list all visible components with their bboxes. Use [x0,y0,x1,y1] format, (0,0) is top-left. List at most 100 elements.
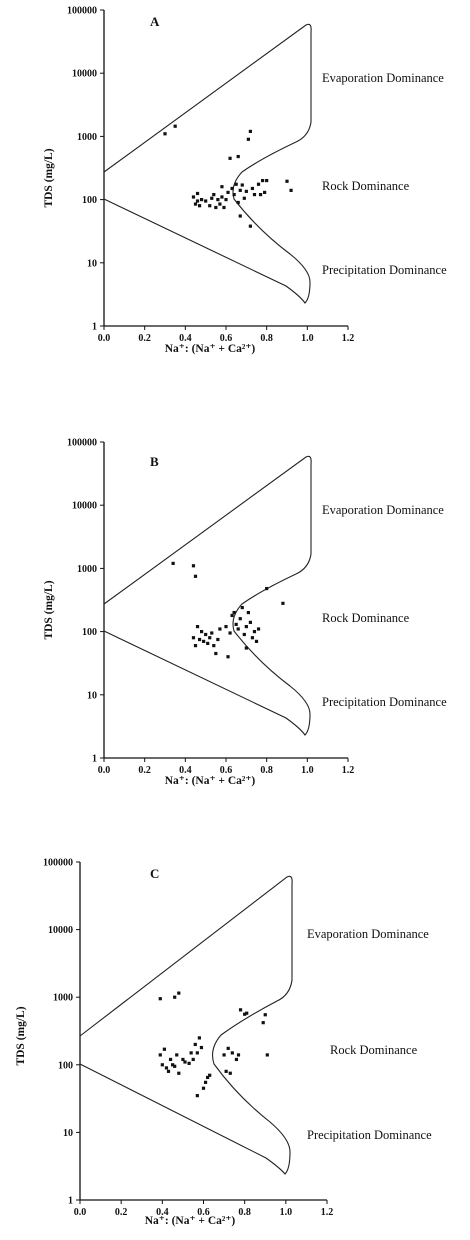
data-point [195,624,200,629]
region-label-rock: Rock Dominance [330,1043,418,1057]
data-point [210,196,214,200]
dominance-boundary [103,455,312,736]
region-label-rock: Rock Dominance [322,179,410,193]
data-point [166,1069,171,1073]
x-tick-label: 0.6 [220,765,233,776]
data-point [177,1071,181,1075]
data-point [171,1063,175,1067]
data-point [244,646,248,650]
x-tick-label: 0.2 [138,765,151,776]
data-point [177,991,181,995]
data-point [214,651,218,656]
x-tick-label: 0.2 [115,1207,128,1218]
data-point [210,631,214,635]
data-point [168,1057,173,1062]
x-tick-label: 0.8 [238,1207,251,1218]
panel-label: B [150,454,159,469]
x-tick-label: 1.0 [301,333,314,344]
data-point [234,622,238,626]
data-point [195,191,200,196]
panel-label: C [150,866,159,881]
data-point [158,1053,162,1057]
y-tick-label: 1000 [77,564,97,575]
region-label-precipitation: Precipitation Dominance [307,1128,432,1142]
data-point [206,1075,210,1080]
x-tick-label: 0.4 [179,765,192,776]
data-point [258,192,263,197]
x-tick-label: 0.8 [260,333,273,344]
data-point [197,1036,201,1040]
data-point [208,636,212,640]
y-tick-label: 10 [63,1128,73,1139]
data-point [238,214,242,218]
data-point [193,644,198,648]
data-point [162,1047,166,1051]
data-point [173,124,177,128]
data-point [226,655,230,659]
data-point [197,637,202,642]
data-point [228,156,232,160]
data-point [236,200,240,205]
data-point [218,627,222,631]
data-point [261,178,265,183]
region-label-rock: Rock Dominance [322,611,410,625]
data-point [206,641,210,646]
data-point [195,1051,199,1055]
data-point [230,186,234,191]
region-label-precipitation: Precipitation Dominance [322,263,447,277]
data-point [256,627,261,631]
data-point [189,1051,193,1055]
y-tick-label: 1 [68,1196,73,1207]
data-point [201,1086,206,1090]
x-tick-label: 1.0 [301,765,314,776]
data-point [158,997,162,1001]
data-point [228,631,232,635]
dominance-boundary [103,23,312,304]
data-point [242,632,246,637]
data-point [230,613,234,618]
gibbs-chart-c: C TDS (mg/L) Na⁺: (Na⁺ + Ca²⁺) Evaporati… [15,858,432,1228]
data-point [216,637,220,642]
y-tick-label: 1000 [77,132,97,143]
x-tick-label: 0.4 [179,333,192,344]
data-point [220,185,224,189]
data-point [216,198,220,202]
data-point [193,1042,197,1047]
panel-label: A [150,14,160,29]
data-point [200,630,204,634]
x-axis-title: Na⁺: (Na⁺ + Ca²⁺) [165,775,256,787]
data-point [236,627,240,631]
x-tick-label: 0.0 [74,1207,87,1218]
data-point [193,202,198,206]
data-point [250,186,255,191]
y-tick-label: 10000 [72,69,97,80]
y-tick-label: 100 [58,1060,73,1071]
y-axis-title: TDS (mg/L) [15,1006,27,1065]
x-tick-label: 0.2 [138,333,151,344]
data-point [191,564,196,568]
y-tick-label: 100000 [67,6,97,17]
data-point [248,224,252,228]
data-point [218,202,222,206]
data-point [212,192,216,197]
data-point [195,1094,199,1098]
data-point [220,195,224,199]
data-point [203,1080,208,1084]
y-tick-label: 100 [82,627,97,638]
data-point [281,601,285,605]
gibbs-chart-a: A TDS (mg/L) Na⁺: (Na⁺ + Ca²⁺) Evaporati… [43,6,447,356]
y-tick-label: 1 [92,754,97,765]
data-point [208,204,212,208]
data-point [234,1057,239,1062]
y-tick-label: 10 [87,258,97,269]
data-point [222,1053,226,1057]
data-point [244,189,248,193]
region-label-evaporation: Evaporation Dominance [322,71,444,85]
data-point [224,198,228,202]
x-tick-label: 1.2 [321,1207,334,1218]
data-point [265,1053,269,1057]
data-point [232,192,236,197]
y-tick-label: 1000 [53,993,73,1004]
data-point [232,610,236,615]
y-tick-label: 100 [82,195,97,206]
